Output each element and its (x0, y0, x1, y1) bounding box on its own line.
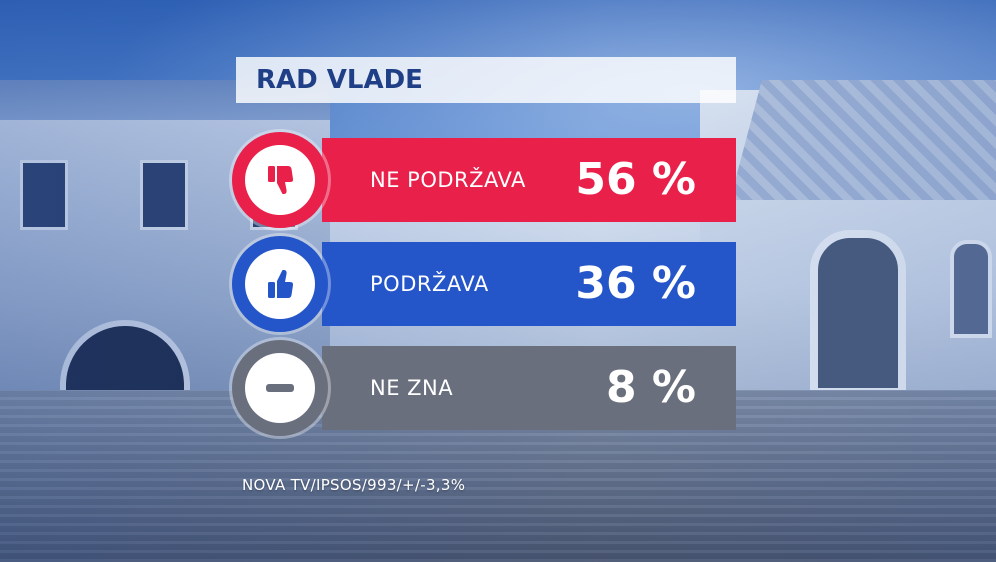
data-label: 36 % (575, 258, 696, 309)
chart-title-bar: RAD VLADE (236, 57, 736, 103)
category-badge (232, 132, 328, 228)
thumbs-down-icon (245, 145, 315, 215)
category-label: NE ZNA (370, 376, 454, 400)
thumbs-up-icon (245, 249, 315, 319)
data-label: 8 % (605, 362, 696, 413)
chart-title: RAD VLADE (256, 65, 423, 95)
background-church-roof (730, 80, 996, 200)
category-badge (232, 340, 328, 436)
background-church-window (950, 240, 992, 338)
background-window (20, 160, 68, 230)
bar-1: NE PODRŽAVA 56 % (322, 138, 736, 222)
category-label: NE PODRŽAVA (370, 168, 526, 192)
minus-icon (245, 353, 315, 423)
bar-3: NE ZNA 8 % (322, 346, 736, 430)
source-note: NOVA TV/IPSOS/993/+/-3,3% (242, 476, 466, 494)
bar-2: PODRŽAVA 36 % (322, 242, 736, 326)
data-label: 56 % (575, 154, 696, 205)
category-label: PODRŽAVA (370, 272, 489, 296)
category-badge (232, 236, 328, 332)
background-window (140, 160, 188, 230)
